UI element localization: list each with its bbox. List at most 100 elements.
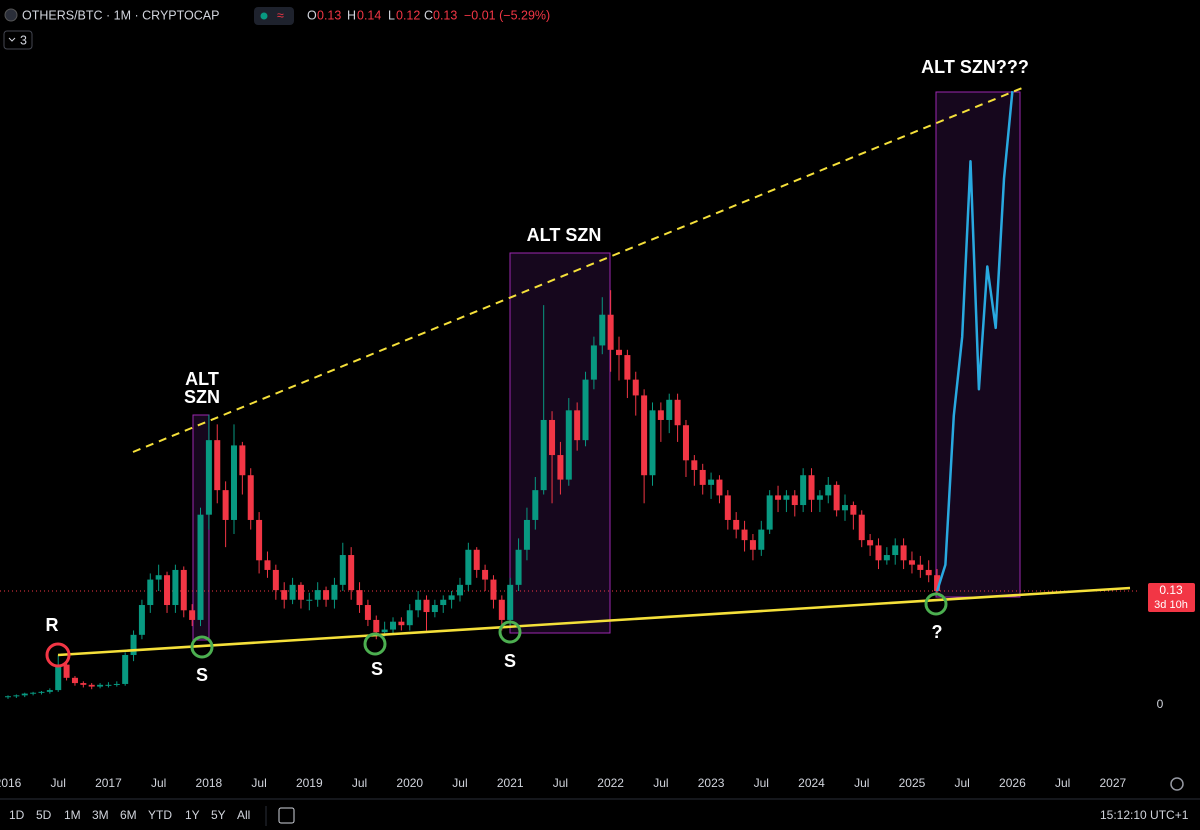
range-button[interactable]: 5Y <box>211 808 226 822</box>
candle-body <box>381 629 388 633</box>
range-button[interactable]: 1D <box>9 808 25 822</box>
candle-body <box>549 419 556 456</box>
candle-body <box>632 379 639 396</box>
candle-body <box>314 590 321 600</box>
candle-body <box>498 599 505 620</box>
candle-body <box>925 569 932 576</box>
candle-body <box>791 495 798 506</box>
candle-body <box>892 545 899 556</box>
annotation: S <box>371 659 383 679</box>
price-axis: 0.13 3d 10h <box>1148 583 1195 612</box>
candle-body <box>917 564 924 570</box>
candle-body <box>356 590 363 606</box>
date-range-icon[interactable] <box>278 807 295 824</box>
candle-body <box>691 460 698 470</box>
range-button[interactable]: 1M <box>64 808 81 822</box>
x-tick-label: 2022 <box>597 776 624 790</box>
range-button[interactable]: YTD <box>148 808 172 822</box>
change-value: −0.01 (−5.29%) <box>464 8 550 22</box>
candle-body <box>323 590 330 600</box>
annotation: ALT SZN??? <box>921 57 1029 77</box>
x-tick-label: 2020 <box>396 776 423 790</box>
candle-body <box>272 569 279 591</box>
candle-body <box>247 475 254 520</box>
settings-icon[interactable] <box>1170 777 1184 791</box>
candle-body <box>574 410 581 441</box>
candle-body <box>641 395 648 476</box>
candle-body <box>239 445 246 476</box>
candle-body <box>607 314 614 350</box>
candle-body <box>708 479 715 485</box>
candle-body <box>808 475 815 500</box>
candle-body <box>599 314 606 346</box>
candle-body <box>348 555 355 591</box>
candle-body <box>5 696 11 698</box>
candle-body <box>733 519 740 530</box>
candle-body <box>557 455 564 480</box>
range-button[interactable]: 1Y <box>185 808 200 822</box>
candle-body <box>46 690 53 692</box>
x-tick-label: Jul <box>352 776 367 790</box>
candle-body <box>783 495 790 500</box>
candle-body <box>180 569 187 611</box>
x-tick-label: 2018 <box>196 776 223 790</box>
x-tick-label: Jul <box>1055 776 1070 790</box>
candle-body <box>682 425 689 461</box>
range-button[interactable]: All <box>237 808 250 822</box>
candle-body <box>431 605 438 613</box>
candle-body <box>666 399 673 420</box>
range-button[interactable]: 3M <box>92 808 109 822</box>
x-tick-label: Jul <box>151 776 166 790</box>
candle-body <box>657 410 664 420</box>
candle-body <box>775 495 782 500</box>
candle-body <box>415 599 422 611</box>
range-button[interactable]: 5D <box>36 808 52 822</box>
ohlc-value: 0.13 <box>317 8 341 22</box>
symbol-title[interactable]: OTHERS/BTC · 1M · CRYPTOCAP <box>22 8 219 22</box>
candle-body <box>214 440 221 491</box>
indicators-toggle[interactable] <box>3 30 33 50</box>
annotation: S <box>504 651 516 671</box>
candle-body <box>523 519 530 550</box>
candle-body <box>339 555 346 585</box>
chevron-icon <box>8 37 16 42</box>
indicator-count[interactable]: 3 <box>20 33 27 47</box>
ohlc-value: 0.14 <box>357 8 381 22</box>
candle-body <box>197 514 204 620</box>
candle-body <box>833 484 840 511</box>
annotation: SZN <box>184 387 220 407</box>
highlight-box <box>509 252 611 634</box>
candle-body <box>147 579 154 606</box>
candle-body <box>406 610 413 626</box>
support-circle <box>498 620 522 644</box>
range-button[interactable]: 6M <box>120 808 137 822</box>
x-tick-label: Jul <box>754 776 769 790</box>
status-badge <box>254 7 294 25</box>
candle-body <box>908 560 915 565</box>
candle-body <box>289 584 296 600</box>
candle-body <box>138 605 145 635</box>
candle-body <box>189 610 196 620</box>
candle-body <box>850 505 857 515</box>
countdown-text: 3d 10h <box>1154 599 1188 611</box>
candle-body <box>649 410 656 476</box>
ohlc-label: O <box>307 8 317 22</box>
candle-body <box>80 683 87 685</box>
candle-body <box>230 445 237 520</box>
candle-body <box>724 495 731 520</box>
ohlc-label: L <box>388 8 395 22</box>
candle-body <box>113 683 120 685</box>
annotation: ALT <box>185 369 219 389</box>
support-trendline <box>57 586 1131 657</box>
x-tick-label: 2021 <box>497 776 524 790</box>
candle-body <box>130 634 137 656</box>
x-tick-label: Jul <box>955 776 970 790</box>
candle-body <box>800 475 807 506</box>
candle-body <box>105 684 112 686</box>
candle-body <box>875 545 882 561</box>
candle-body <box>699 469 706 485</box>
candle-body <box>473 549 480 570</box>
candle-body <box>749 540 756 550</box>
ohlc-value: 0.12 <box>396 8 420 22</box>
candle-body <box>507 584 514 620</box>
